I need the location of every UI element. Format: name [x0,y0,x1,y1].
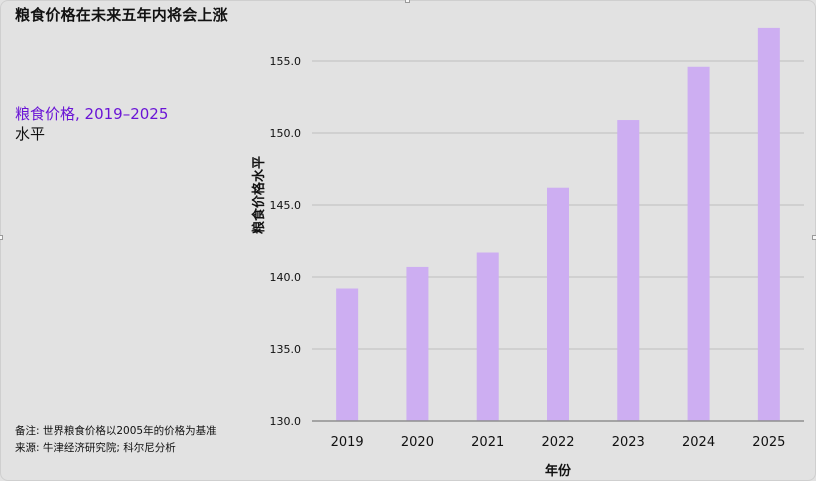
y-tick-label: 140.0 [270,271,302,284]
y-tick-label: 150.0 [270,127,302,140]
y-tick-label: 135.0 [270,343,302,356]
y-tick-label: 145.0 [270,199,302,212]
bar[interactable] [547,187,569,421]
bar[interactable] [617,120,640,421]
x-tick-label: 2021 [471,435,504,450]
bar-series [336,27,780,421]
bar[interactable] [757,27,780,421]
x-tick-label: 2024 [682,435,715,450]
x-axis-label: 年份 [545,463,572,479]
y-tick-label: 155.0 [270,55,302,68]
x-tick-label: 2020 [401,435,434,450]
x-tick-label: 2022 [541,435,574,450]
tick-labels: 130.0 135.0 140.0 145.0 150.0 155.0 2019 2020 20… [270,55,786,450]
bar[interactable] [476,252,499,421]
bar[interactable] [406,266,429,421]
bar[interactable] [687,66,710,421]
level-label: 水平 [15,125,46,143]
resize-handle-top[interactable] [405,0,410,3]
resize-handle-right[interactable] [812,235,816,240]
x-tick-label: 2023 [612,435,645,450]
chart-subtitle: 粮食价格, 2019–2025 [15,105,169,123]
x-tick-label: 2019 [331,435,364,450]
chart-title: 粮食价格在未来五年内将会上涨 [15,6,228,24]
y-axis-label: 粮食价格水平 [251,156,267,234]
source-text: 来源: 牛津经济研究院; 科尔尼分析 [15,442,176,454]
note-text: 备注: 世界粮食价格以2005年的价格为基准 [15,425,217,437]
x-tick-label: 2025 [752,435,785,450]
bar[interactable] [336,288,359,421]
y-tick-label: 130.0 [270,415,302,428]
resize-handle-left[interactable] [0,235,3,240]
